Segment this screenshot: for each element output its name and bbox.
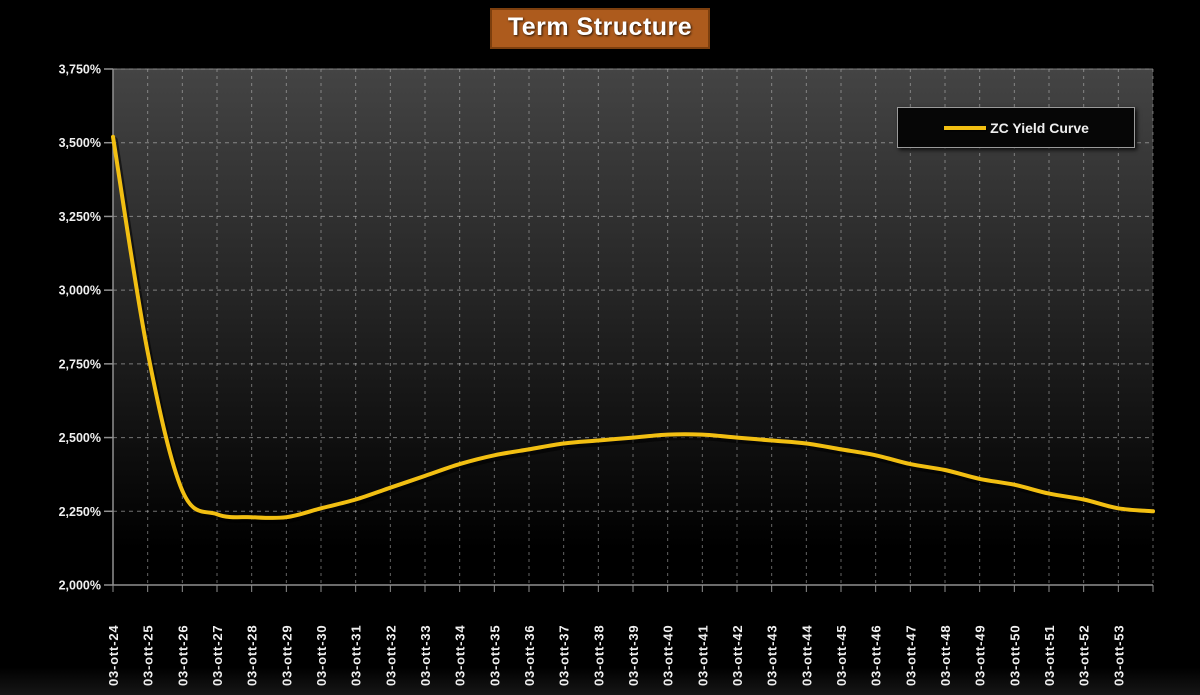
x-axis-label: 03-ott-33 xyxy=(418,625,433,686)
yield-curve-shadow xyxy=(112,137,1158,524)
x-axis-label: 03-ott-24 xyxy=(106,625,121,686)
y-axis-label: 3,500% xyxy=(59,136,101,150)
x-axis-label: 03-ott-25 xyxy=(141,625,156,686)
x-axis-label: 03-ott-50 xyxy=(1007,625,1022,686)
x-axis-label: 03-ott-29 xyxy=(279,625,294,686)
y-axis-label: 2,500% xyxy=(59,431,101,445)
x-axis-label: 03-ott-40 xyxy=(661,625,676,686)
zc-yield-curve-line-icon xyxy=(944,125,988,131)
title-bar: Term Structure xyxy=(0,8,1200,49)
x-axis-label: 03-ott-38 xyxy=(591,625,606,686)
x-axis-label: 03-ott-37 xyxy=(557,625,572,686)
x-axis-label: 03-ott-32 xyxy=(383,625,398,686)
y-axis-label: 2,250% xyxy=(59,505,101,519)
x-axis-label: 03-ott-31 xyxy=(349,625,364,686)
x-axis-label: 03-ott-52 xyxy=(1077,625,1092,686)
x-axis-label: 03-ott-43 xyxy=(765,625,780,686)
y-axis-label: 2,750% xyxy=(59,357,101,371)
y-axis-label: 3,250% xyxy=(59,210,101,224)
x-axis-label: 03-ott-27 xyxy=(210,625,225,686)
x-axis-label: 03-ott-26 xyxy=(175,625,190,686)
x-axis-label: 03-ott-36 xyxy=(522,625,537,686)
y-axis-label: 3,750% xyxy=(59,63,101,77)
y-axis-label: 2,000% xyxy=(59,579,101,593)
x-axis-label: 03-ott-30 xyxy=(314,625,329,686)
x-axis-label: 03-ott-45 xyxy=(834,625,849,686)
yield-curve-path xyxy=(111,134,1155,520)
x-axis-label: 03-ott-28 xyxy=(245,625,260,686)
legend-label: ZC Yield Curve xyxy=(990,119,1089,136)
x-axis-label: 03-ott-39 xyxy=(626,625,641,686)
x-axis-label: 03-ott-34 xyxy=(453,625,468,686)
x-axis-label: 03-ott-44 xyxy=(799,625,814,686)
x-axis-label: 03-ott-46 xyxy=(869,625,884,686)
legend: ZC Yield Curve xyxy=(897,107,1135,148)
x-axis-label: 03-ott-53 xyxy=(1111,625,1126,686)
x-axis-label: 03-ott-51 xyxy=(1042,625,1057,686)
x-axis-label: 03-ott-42 xyxy=(730,625,745,686)
chart-title: Term Structure xyxy=(489,8,711,49)
x-axis-label: 03-ott-49 xyxy=(973,625,988,686)
x-axis-label: 03-ott-47 xyxy=(903,625,918,686)
y-axis-label: 3,000% xyxy=(59,284,101,298)
x-axis-label: 03-ott-48 xyxy=(938,625,953,686)
x-axis-label: 03-ott-35 xyxy=(487,625,502,686)
x-axis-label: 03-ott-41 xyxy=(695,625,710,686)
